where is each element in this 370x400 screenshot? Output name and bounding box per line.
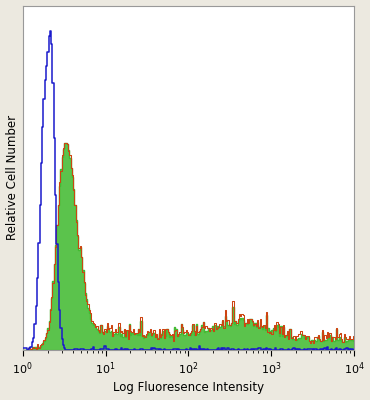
Y-axis label: Relative Cell Number: Relative Cell Number	[6, 115, 18, 240]
X-axis label: Log Fluoresence Intensity: Log Fluoresence Intensity	[113, 382, 264, 394]
Polygon shape	[23, 143, 354, 350]
